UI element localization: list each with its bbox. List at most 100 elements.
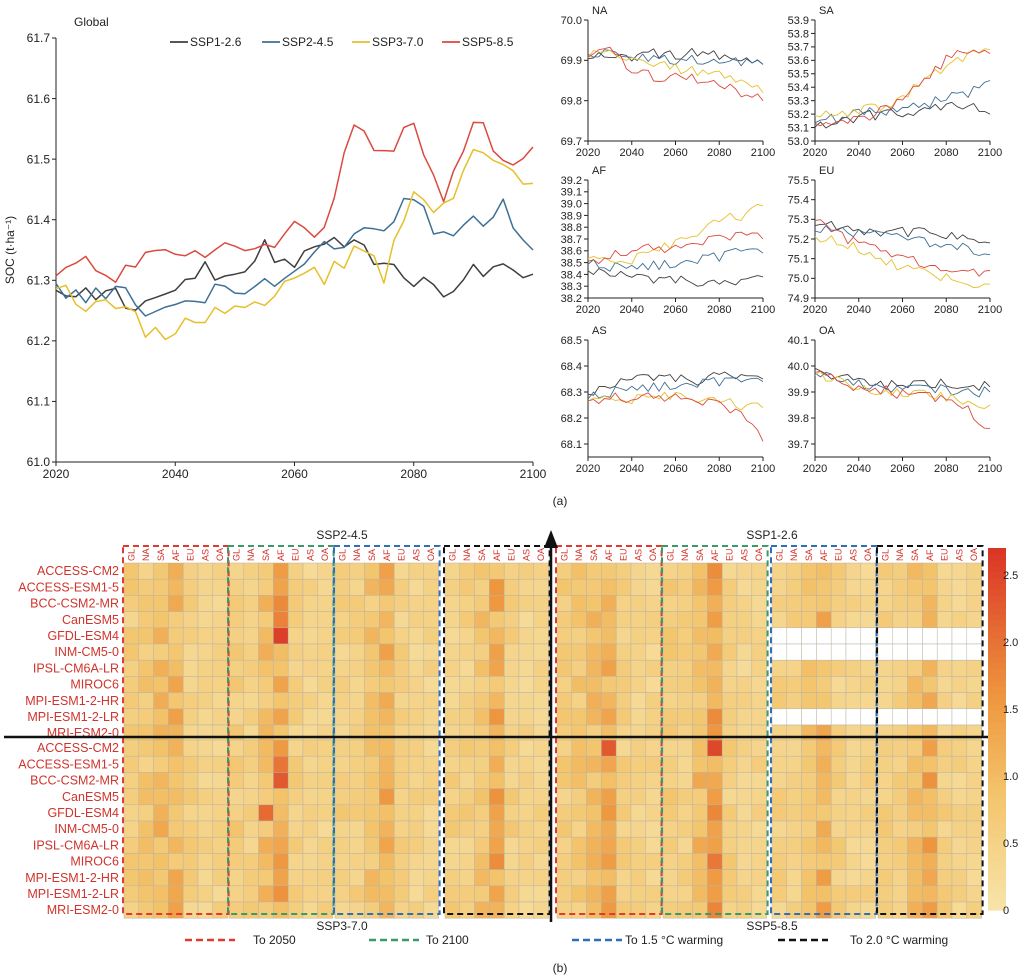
heatmap-cell [444,755,461,773]
heatmap-cell [615,901,632,919]
heatmap-cell [444,804,461,822]
heatmap-cell [615,659,632,677]
heatmap-cell [936,578,953,596]
heatmap-cell [892,869,908,887]
heatmap-cell [168,836,184,854]
heatmap-cell [786,755,802,773]
region-label: AF [604,549,614,561]
heatmap-cell [423,869,439,887]
heatmap-cell [459,676,475,693]
heatmap-cell [302,772,319,789]
heatmap-cell [751,659,767,677]
heatmap-cell [907,739,923,757]
heatmap-cell [630,578,647,596]
heatmap-cell [273,627,289,645]
heatmap-cell [503,788,520,806]
heatmap-cell [830,820,847,838]
heatmap-cell [601,676,617,693]
region-label: NA [895,548,905,561]
heatmap-cell [287,659,304,677]
heatmap-cell [182,836,199,854]
y-tick-label: 61.7 [27,31,51,45]
heatmap-cell [474,708,490,726]
chart-title: Global [74,15,109,29]
heatmap-cell [287,836,304,854]
x-tick-label: 2080 [934,147,958,159]
heatmap-cell [533,869,549,887]
region-label: AS [305,549,315,561]
heatmap-cell [707,611,723,629]
heatmap-cell [364,708,380,726]
series-line-SSP5-8.5 [814,49,991,127]
heatmap-cell [334,885,351,903]
heatmap-cell [153,676,169,693]
heatmap-cell [287,901,304,919]
heatmap-cell [153,627,169,645]
heatmap-cell [786,804,802,822]
scenario-label-top-right: SSP1-2.6 [746,528,798,542]
heatmap-cell [364,578,380,596]
series-line-SSP1-2.6 [814,367,991,391]
heatmap-cell [182,724,199,742]
heatmap-cell [951,562,968,580]
heatmap-cell [630,901,647,919]
model-label: ACCESS-ESM1-5 [18,757,119,771]
colorbar-segment [988,885,1006,893]
model-label: ACCESS-ESM1-5 [18,580,119,594]
region-label: OA [320,548,330,561]
heatmap-cell [518,676,535,693]
region-label: NA [246,548,256,561]
heatmap-cell [801,724,817,742]
heatmap-cell [615,869,632,887]
heatmap-cell [830,724,847,742]
heatmap-cell [489,708,505,726]
colorbar-tick-label: 0.5 [1003,838,1018,850]
heatmap-cell [287,869,304,887]
heatmap-cell [258,853,274,870]
heatmap-cell [317,901,333,919]
heatmap-cell [845,676,862,693]
y-tick-label: 39.7 [788,439,809,451]
heatmap-cell [444,611,461,629]
heatmap-cell [423,708,439,726]
heatmap-cell [168,739,184,757]
frame-To 1.5 °C warming [770,545,878,915]
heatmap-cell [601,853,617,870]
frame-To 2.0 °C warming [443,545,551,915]
heatmap-cell [533,643,549,661]
frame-To 2050 [122,545,230,915]
heatmap-cell [334,595,351,612]
heatmap-cell [123,595,140,612]
heatmap-cell [138,562,154,580]
heatmap-cell [518,836,535,854]
heatmap-cell [586,804,602,822]
region-label: AF [710,549,720,561]
colorbar-segment [988,578,1006,585]
heatmap-cell [533,755,549,773]
heatmap-cell [692,578,708,596]
legend-label-SSP1-2.6: SSP1-2.6 [190,35,242,49]
heatmap-cell [258,643,274,661]
heatmap-cell [707,708,723,726]
heatmap-cell [771,901,788,919]
heatmap-cell [228,853,245,870]
model-label: INM-CM5-0 [54,645,119,659]
heatmap-cell [459,708,475,726]
heatmap-cell [936,611,953,629]
y-tick-label: 39.8 [788,413,809,425]
chart-OA: 2020 2040 2060 2080 210039.739.839.940.040.1… [788,325,1003,475]
heatmap-cell [258,869,274,887]
heatmap-cell [243,869,259,887]
heatmap-cell [123,885,140,903]
heatmap-cell [662,659,679,677]
heatmap-cell [966,820,982,838]
heatmap-cell [816,820,832,838]
heatmap-cell [228,804,245,822]
colorbar-segment [988,710,1006,718]
chart-global: 2020 2040 2060 2080 210061.061.161.261.361.4… [3,15,547,481]
heatmap-cell [349,611,365,629]
heatmap-cell [677,739,693,757]
heatmap-cell [212,611,228,629]
heatmap-cell [586,676,602,693]
heatmap-cell [571,755,587,773]
